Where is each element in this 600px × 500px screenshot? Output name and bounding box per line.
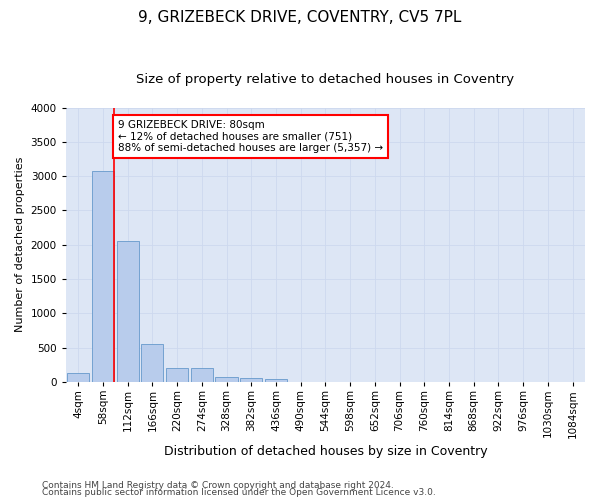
- Bar: [67, 373, 89, 382]
- X-axis label: Distribution of detached houses by size in Coventry: Distribution of detached houses by size …: [164, 444, 487, 458]
- Bar: [116, 240, 139, 382]
- Title: Size of property relative to detached houses in Coventry: Size of property relative to detached ho…: [136, 72, 514, 86]
- Text: 9, GRIZEBECK DRIVE, COVENTRY, CV5 7PL: 9, GRIZEBECK DRIVE, COVENTRY, CV5 7PL: [139, 10, 461, 25]
- Text: 9 GRIZEBECK DRIVE: 80sqm
← 12% of detached houses are smaller (751)
88% of semi-: 9 GRIZEBECK DRIVE: 80sqm ← 12% of detach…: [118, 120, 383, 153]
- Y-axis label: Number of detached properties: Number of detached properties: [15, 157, 25, 332]
- Bar: [166, 368, 188, 382]
- Text: Contains public sector information licensed under the Open Government Licence v3: Contains public sector information licen…: [42, 488, 436, 497]
- Bar: [191, 368, 213, 382]
- Bar: [92, 170, 114, 382]
- Bar: [141, 344, 163, 382]
- Bar: [265, 378, 287, 382]
- Bar: [215, 377, 238, 382]
- Bar: [240, 378, 262, 382]
- Text: Contains HM Land Registry data © Crown copyright and database right 2024.: Contains HM Land Registry data © Crown c…: [42, 480, 394, 490]
